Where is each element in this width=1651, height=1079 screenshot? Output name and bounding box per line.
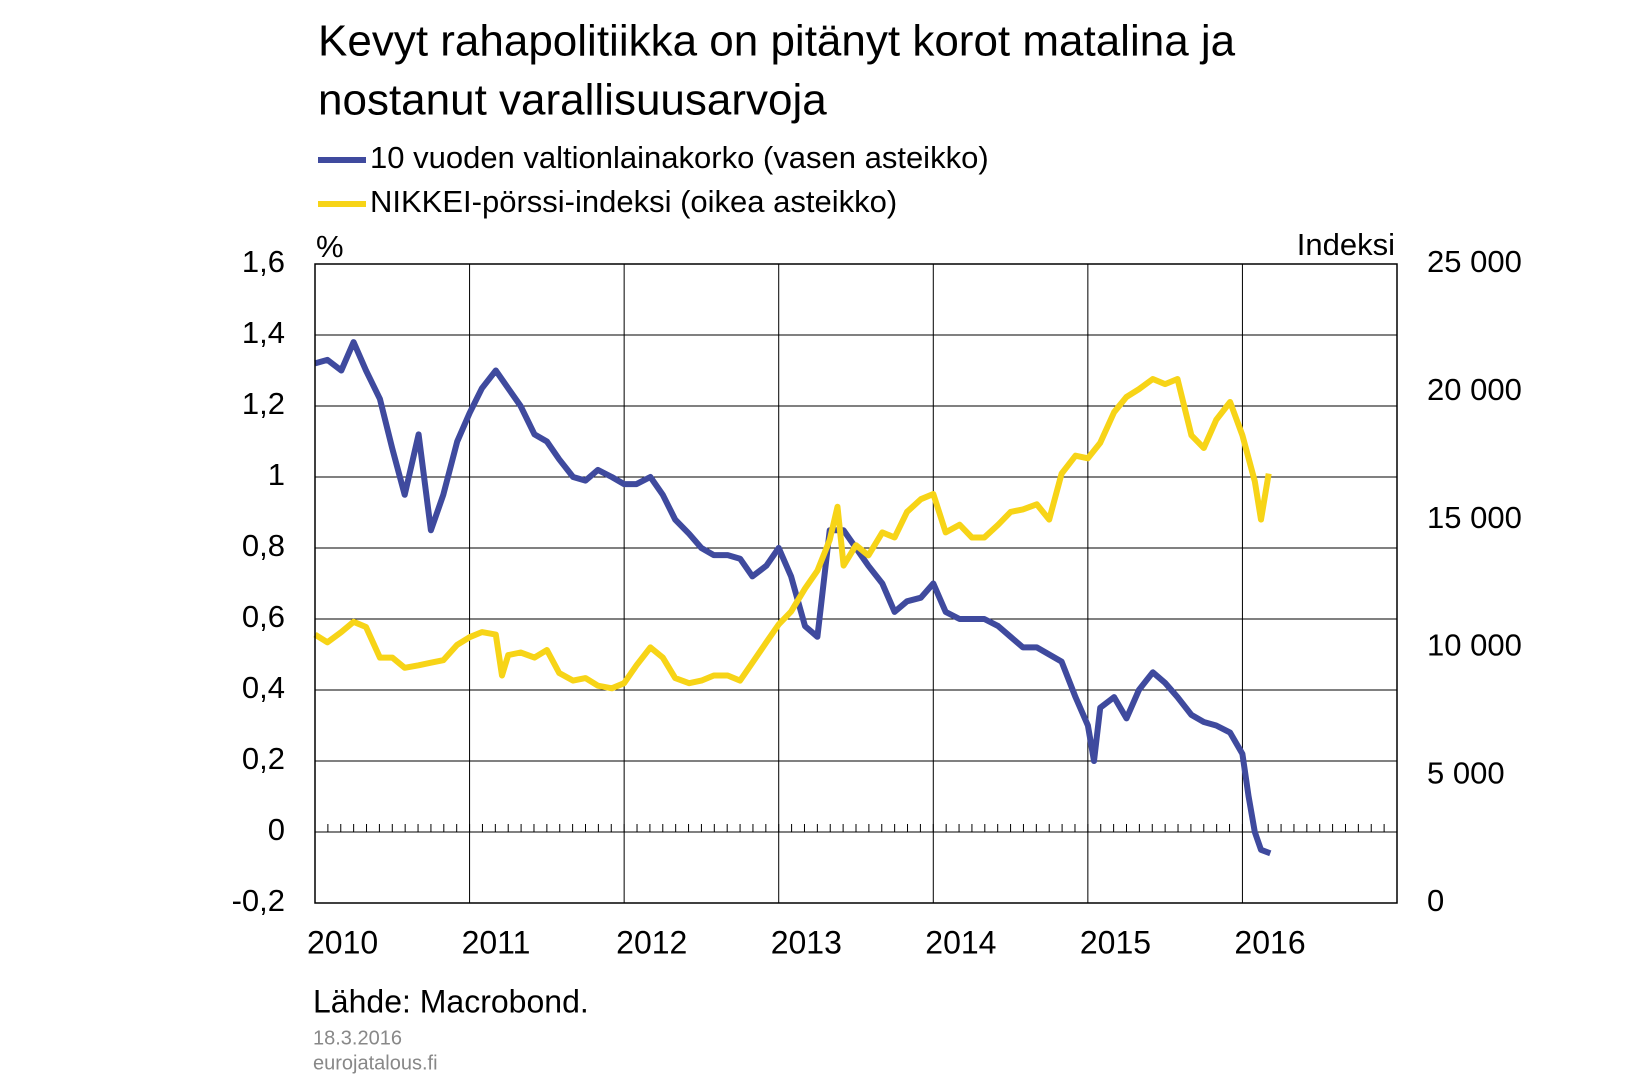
x-tick-label: 2014 — [925, 924, 996, 960]
y2-tick-label: 15 000 — [1427, 500, 1522, 535]
chart-title: nostanut varallisuusarvoja — [318, 76, 827, 125]
x-tick-label: 2013 — [771, 924, 842, 960]
legend-label: 10 vuoden valtionlainakorko (vasen astei… — [370, 140, 989, 175]
y2-tick-label: 25 000 — [1427, 244, 1522, 279]
y2-tick-label: 5 000 — [1427, 755, 1505, 790]
legend-label: NIKKEI-pörssi-indeksi (oikea asteikko) — [370, 184, 897, 219]
y-tick-label: 0 — [268, 812, 285, 847]
y2-axis-label: Indeksi — [1297, 227, 1395, 262]
y-tick-label: 0,6 — [242, 599, 285, 634]
y-tick-label: 1,6 — [242, 244, 285, 279]
plot-frame — [314, 263, 1398, 904]
series-line — [314, 339, 1272, 857]
y-tick-label: 1,2 — [242, 386, 285, 421]
x-tick-label: 2015 — [1080, 924, 1151, 960]
y2-tick-label: 0 — [1427, 883, 1444, 918]
y-tick-label: 1 — [268, 457, 285, 492]
y-tick-label: 0,8 — [242, 528, 285, 563]
y-tick-label: 1,4 — [242, 315, 285, 350]
series-line — [313, 376, 1272, 692]
chart-title: Kevyt rahapolitiikka on pitänyt korot ma… — [318, 17, 1236, 66]
y2-tick-label: 10 000 — [1427, 628, 1522, 663]
site: eurojatalous.fi — [313, 1052, 438, 1074]
y-axis-label: % — [316, 229, 344, 264]
y2-tick-label: 20 000 — [1427, 372, 1522, 407]
y-tick-label: 0,2 — [242, 741, 285, 776]
y-tick-label: 0,4 — [242, 670, 285, 705]
source: Lähde: Macrobond. — [313, 983, 589, 1019]
x-tick-label: 2012 — [616, 924, 687, 960]
x-tick-label: 2016 — [1234, 924, 1305, 960]
x-tick-label: 2010 — [307, 924, 378, 960]
x-tick-label: 2011 — [462, 924, 531, 960]
date: 18.3.2016 — [313, 1027, 402, 1049]
y-tick-label: -0,2 — [232, 883, 285, 918]
